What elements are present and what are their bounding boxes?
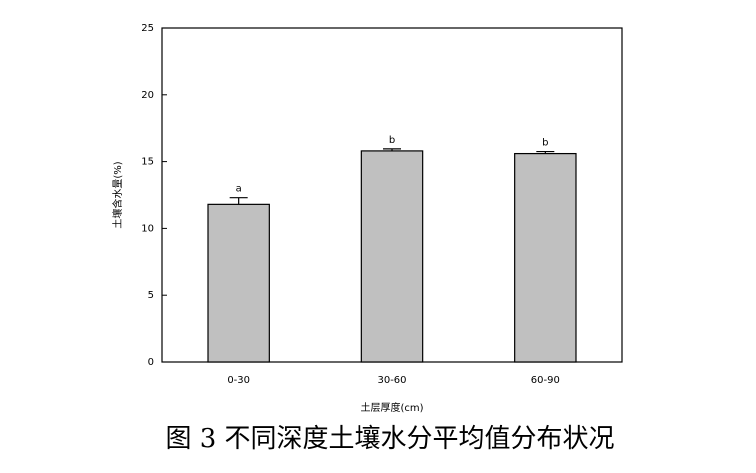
y-axis-label: 土壤含水量(%) bbox=[111, 161, 124, 228]
x-axis-label: 土层厚度(cm) bbox=[360, 401, 423, 414]
bar bbox=[207, 203, 270, 363]
bar bbox=[514, 152, 577, 363]
significance-label: a bbox=[236, 184, 242, 195]
significance-label: b bbox=[389, 135, 395, 146]
x-tick-label: 30-60 bbox=[377, 375, 406, 386]
significance-label: b bbox=[542, 138, 548, 149]
x-tick-label: 0-30 bbox=[227, 375, 250, 386]
bar bbox=[360, 150, 424, 363]
x-tick-label: 60-90 bbox=[531, 375, 560, 386]
y-tick-label: 25 bbox=[141, 23, 154, 34]
y-tick-label: 20 bbox=[141, 90, 154, 101]
y-tick-label: 0 bbox=[148, 357, 154, 368]
y-tick-label: 15 bbox=[141, 157, 154, 168]
y-tick-label: 5 bbox=[148, 290, 154, 301]
caption: 图 3 不同深度土壤水分平均值分布状况 bbox=[165, 424, 614, 454]
y-tick-label: 10 bbox=[141, 223, 154, 234]
